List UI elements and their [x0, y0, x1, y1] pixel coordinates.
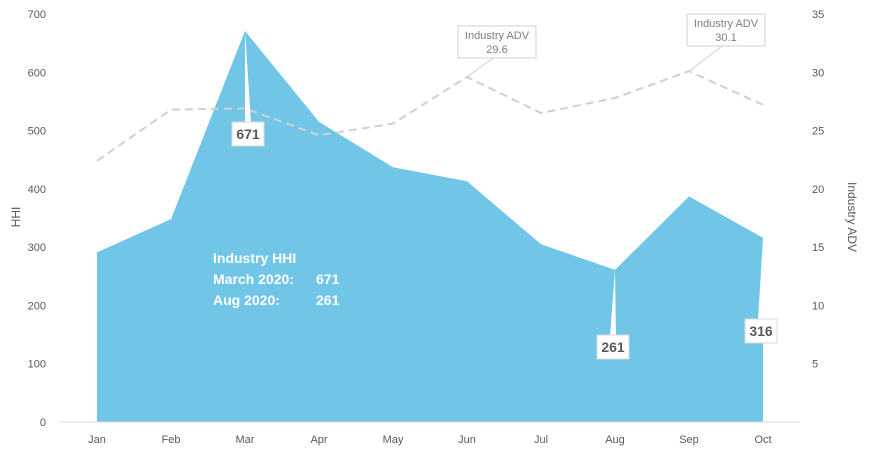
y-tick-label: 0 [40, 417, 46, 429]
y2-tick-label: 20 [812, 184, 824, 196]
x-tick-label: Jan [88, 434, 106, 446]
adv-line-layer [96, 70, 764, 162]
x-tick-label: Feb [162, 434, 181, 446]
x-tick-label: Jun [458, 434, 476, 446]
adv-callout-pointer [688, 45, 723, 72]
callout-pointer [758, 237, 764, 320]
adv-line [96, 70, 764, 162]
hhi-callout-mar: 671 [231, 30, 265, 147]
callout-label: 671 [236, 126, 260, 142]
hhi-area-layer [96, 30, 764, 422]
y2-tick-label: 10 [812, 300, 824, 312]
axes: 0 100 200 300 400 500 600 700 5 10 15 20 25 30 35 Jan Fe… [28, 9, 825, 446]
x-tick-label: Mar [236, 434, 255, 446]
x-tick-label: Jul [534, 434, 548, 446]
callouts-layer: 671 261 316 Industry ADV 29.6 Industry ADV 30.… [231, 13, 778, 360]
callout-box [231, 121, 265, 147]
callout-pointer [610, 269, 616, 336]
y-tick-label: 200 [28, 300, 46, 312]
adv-callout-jun: Industry ADV 29.6 [457, 25, 537, 78]
adv-callout-value: 30.1 [715, 32, 736, 44]
x-tick-label: Aug [605, 434, 625, 446]
y-tick-label: 500 [28, 126, 46, 138]
adv-callout-box [457, 25, 537, 59]
y2-tick-label: 5 [812, 359, 818, 371]
annotation-line-2-label: Aug 2020: [213, 292, 280, 308]
y2-tick-label: 30 [812, 67, 824, 79]
callout-box [596, 334, 630, 360]
callout-pointer [245, 30, 251, 124]
callout-box [744, 318, 778, 344]
y-tick-label: 400 [28, 184, 46, 196]
y-tick-label: 100 [28, 359, 46, 371]
y2-tick-label: 25 [812, 126, 824, 138]
y2-tick-label: 15 [812, 242, 824, 254]
y2-axis-title: Industry ADV [845, 182, 859, 252]
adv-callout-sep: Industry ADV 30.1 [686, 13, 766, 72]
adv-callout-box [686, 13, 766, 47]
hhi-callout-oct: 316 [744, 237, 778, 344]
adv-callout-title: Industry ADV [694, 18, 759, 30]
y-axis-title: HHI [9, 207, 23, 228]
callout-label: 261 [601, 339, 625, 355]
x-tick-label: May [383, 434, 404, 446]
y-tick-label: 700 [28, 9, 46, 21]
y2-tick-label: 35 [812, 9, 824, 21]
x-tick-label: Apr [310, 434, 327, 446]
x-tick-label: Oct [754, 434, 771, 446]
annotation-line-2-value: 261 [316, 292, 340, 308]
callout-label: 316 [749, 323, 773, 339]
hhi-callout-aug: 261 [596, 269, 630, 360]
adv-callout-value: 29.6 [486, 44, 507, 56]
y-tick-label: 300 [28, 242, 46, 254]
annotation-line-1-label: March 2020: [213, 271, 294, 287]
y-tick-label: 600 [28, 67, 46, 79]
hhi-area [97, 30, 763, 422]
annotation-line-1-value: 671 [316, 271, 340, 287]
annotation-title: Industry HHI [213, 250, 296, 266]
hhi-annotation: Industry HHI March 2020: 671 Aug 2020: 2… [213, 250, 340, 308]
adv-callout-title: Industry ADV [465, 30, 530, 42]
x-tick-label: Sep [679, 434, 699, 446]
adv-callout-pointer [466, 57, 494, 78]
